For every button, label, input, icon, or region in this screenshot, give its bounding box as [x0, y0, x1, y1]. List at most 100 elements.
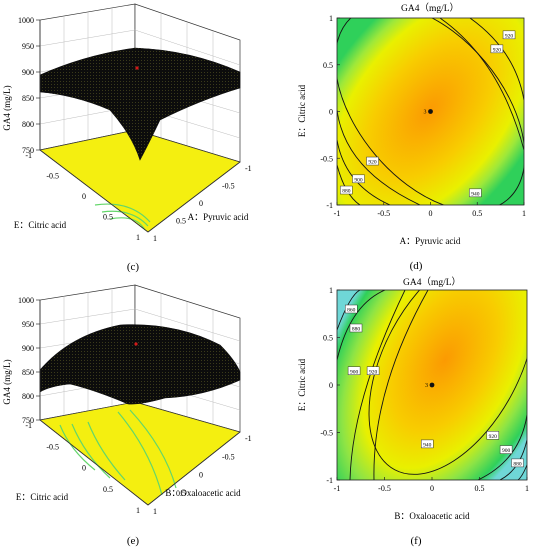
y-tick-label: 1	[136, 506, 140, 515]
y-tick-label: -1	[25, 151, 32, 160]
contour-label-box	[340, 185, 353, 195]
panel-e-peak-point	[134, 342, 138, 346]
contour-label-text: 900	[502, 448, 511, 454]
panel-d-panel-label: (d)	[410, 260, 423, 272]
contour-label-text: 880	[513, 461, 522, 467]
x-tick-label: 0.5	[475, 484, 485, 493]
contour-value-label: 940	[469, 188, 482, 198]
panel-c-response-surface	[39, 47, 241, 161]
panel-d-y-label: E：Citric acid	[297, 84, 307, 137]
x-tick-label: -0.5	[222, 182, 235, 191]
panel-f-x-label: B：Oxaloacetic acid	[394, 511, 470, 521]
y-tick-label: 0	[329, 108, 333, 117]
panel-d-x-label: A：Pyruvic acid	[400, 236, 461, 246]
y-tick-label: 0.5	[323, 334, 333, 343]
panel-c-panel-label: (c)	[127, 261, 140, 273]
contour-label-text: 920	[505, 33, 514, 39]
contour-label-box	[349, 323, 363, 333]
y-tick-label: 0.5	[103, 213, 113, 222]
panel-e-response-surface	[39, 324, 241, 405]
panel-e-x-label: B：Oxaloacetic acid	[165, 488, 241, 498]
contour-value-label: 920	[366, 156, 379, 166]
contour-label-box	[469, 188, 482, 198]
x-tick-label: -1	[245, 164, 252, 173]
panel-e-x-ticks: 1 0.5 0 -0.5 -1	[153, 434, 252, 516]
contour-label-text: 940	[471, 191, 480, 197]
x-tick-label: -0.5	[222, 452, 235, 461]
panel-f-contour-labels: 860 880 900 920 940 920 900 880	[345, 304, 524, 467]
x-tick-label: -0.5	[378, 484, 391, 493]
contour-label-text: 920	[489, 434, 498, 440]
contour-label-text: 880	[342, 189, 351, 195]
contour-label-box	[345, 304, 358, 314]
panel-d-x-ticks: -1 -0.5 0 0.5 1	[334, 202, 526, 218]
contour-value-label: 880	[340, 185, 353, 195]
y-tick-label: 0.5	[103, 485, 113, 494]
z-tick-label: 850	[22, 368, 34, 377]
panel-c-x-label: A：Pyruvic acid	[188, 212, 249, 222]
contour-value-label: 920	[490, 44, 504, 54]
y-tick-label: 0	[329, 381, 333, 390]
contour-value-label: 860	[345, 304, 358, 314]
contour-label-box	[421, 439, 434, 449]
y-tick-label: -0.5	[320, 154, 333, 163]
contour-value-label: 880	[511, 458, 524, 467]
contour-label-text: 920	[369, 369, 378, 375]
panel-f-title: GA4（mg/L）	[403, 276, 461, 288]
center-point-dot	[429, 382, 435, 388]
contour-value-label: 900	[347, 366, 361, 375]
x-tick-label: 1	[522, 209, 526, 218]
z-tick-label: 1000	[18, 16, 34, 25]
y-tick-label: -0.5	[320, 429, 333, 438]
panel-f-panel-label: (f)	[411, 535, 422, 547]
contour-label-box	[486, 431, 500, 440]
z-tick-label: 800	[22, 392, 34, 401]
x-tick-label: 1	[153, 234, 157, 243]
x-tick-label: -0.5	[377, 209, 390, 218]
x-tick-label: 1	[153, 507, 157, 516]
contour-label-text: 880	[352, 327, 361, 333]
contour-label-box	[490, 44, 504, 54]
center-point-count: 3	[425, 383, 428, 389]
contour-label-text: 920	[493, 47, 502, 53]
panel-f-x-ticks: -1 -0.5 0 0.5 1	[334, 477, 529, 493]
x-tick-label: 0	[199, 471, 203, 480]
panel-d-y-ticks: -1 -0.5 0 0.5 1	[320, 14, 340, 210]
panel-f-y-ticks: -1 -0.5 0 0.5 1	[320, 286, 340, 485]
y-tick-label: -0.5	[46, 442, 59, 451]
panel-e-y-ticks: -1 -0.5 0 0.5 1	[25, 421, 140, 515]
z-tick-label: 950	[22, 42, 34, 51]
contour-label-text: 920	[368, 160, 377, 166]
y-tick-label: 1	[136, 233, 140, 242]
x-tick-label: 1	[525, 484, 529, 493]
panel-e-panel-label: (e)	[127, 535, 140, 547]
panel-e-y-label: E：Citric acid	[16, 492, 69, 502]
panel-e-floor-contours	[59, 409, 177, 496]
y-tick-label: -1	[326, 201, 333, 210]
contour-label-box	[499, 445, 513, 454]
contour-value-label: 900	[352, 174, 365, 183]
contour-value-label: 920	[502, 30, 516, 39]
panel-e-z-label: GA4 (mg/L)	[2, 359, 12, 404]
panel-f-y-label: E：Citric acid	[297, 358, 307, 411]
contour-label-text: 900	[354, 177, 363, 183]
panel-d-contour-lines	[337, 18, 524, 205]
panel-d-design-point: 3	[424, 109, 433, 116]
panel-d-title: GA4（mg/L）	[401, 2, 459, 14]
x-tick-label: 0.5	[176, 489, 186, 498]
x-tick-label: 0	[430, 484, 434, 493]
z-tick-label: 1000	[18, 296, 34, 305]
x-tick-label: 0	[199, 199, 203, 208]
panel-c-z-ticks: 1000 950 900 850 800 750	[18, 16, 40, 155]
panel-f-design-point: 3	[425, 382, 435, 389]
x-tick-label: 0.5	[472, 209, 482, 218]
y-tick-label: 1	[329, 14, 333, 23]
panel-e-surface: 1000 950 900 850 800 750 1 0.5 0 -0.5 -1 -1 -0.5 0 0…	[2, 284, 252, 547]
z-tick-label: 950	[22, 320, 34, 329]
panel-c-z-label: GA4 (mg/L)	[2, 85, 12, 130]
contour-label-text: 940	[423, 442, 432, 448]
